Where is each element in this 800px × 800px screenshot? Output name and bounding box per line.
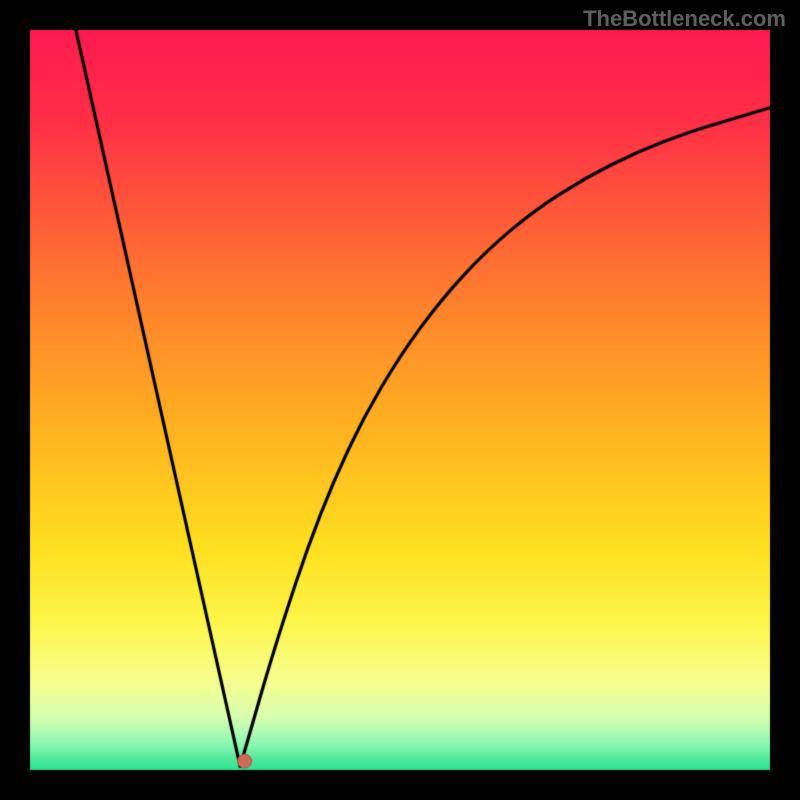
chart-stage: TheBottleneck.com <box>0 0 800 800</box>
bottleneck-gradient-chart <box>0 0 800 800</box>
watermark-label: TheBottleneck.com <box>583 6 786 32</box>
